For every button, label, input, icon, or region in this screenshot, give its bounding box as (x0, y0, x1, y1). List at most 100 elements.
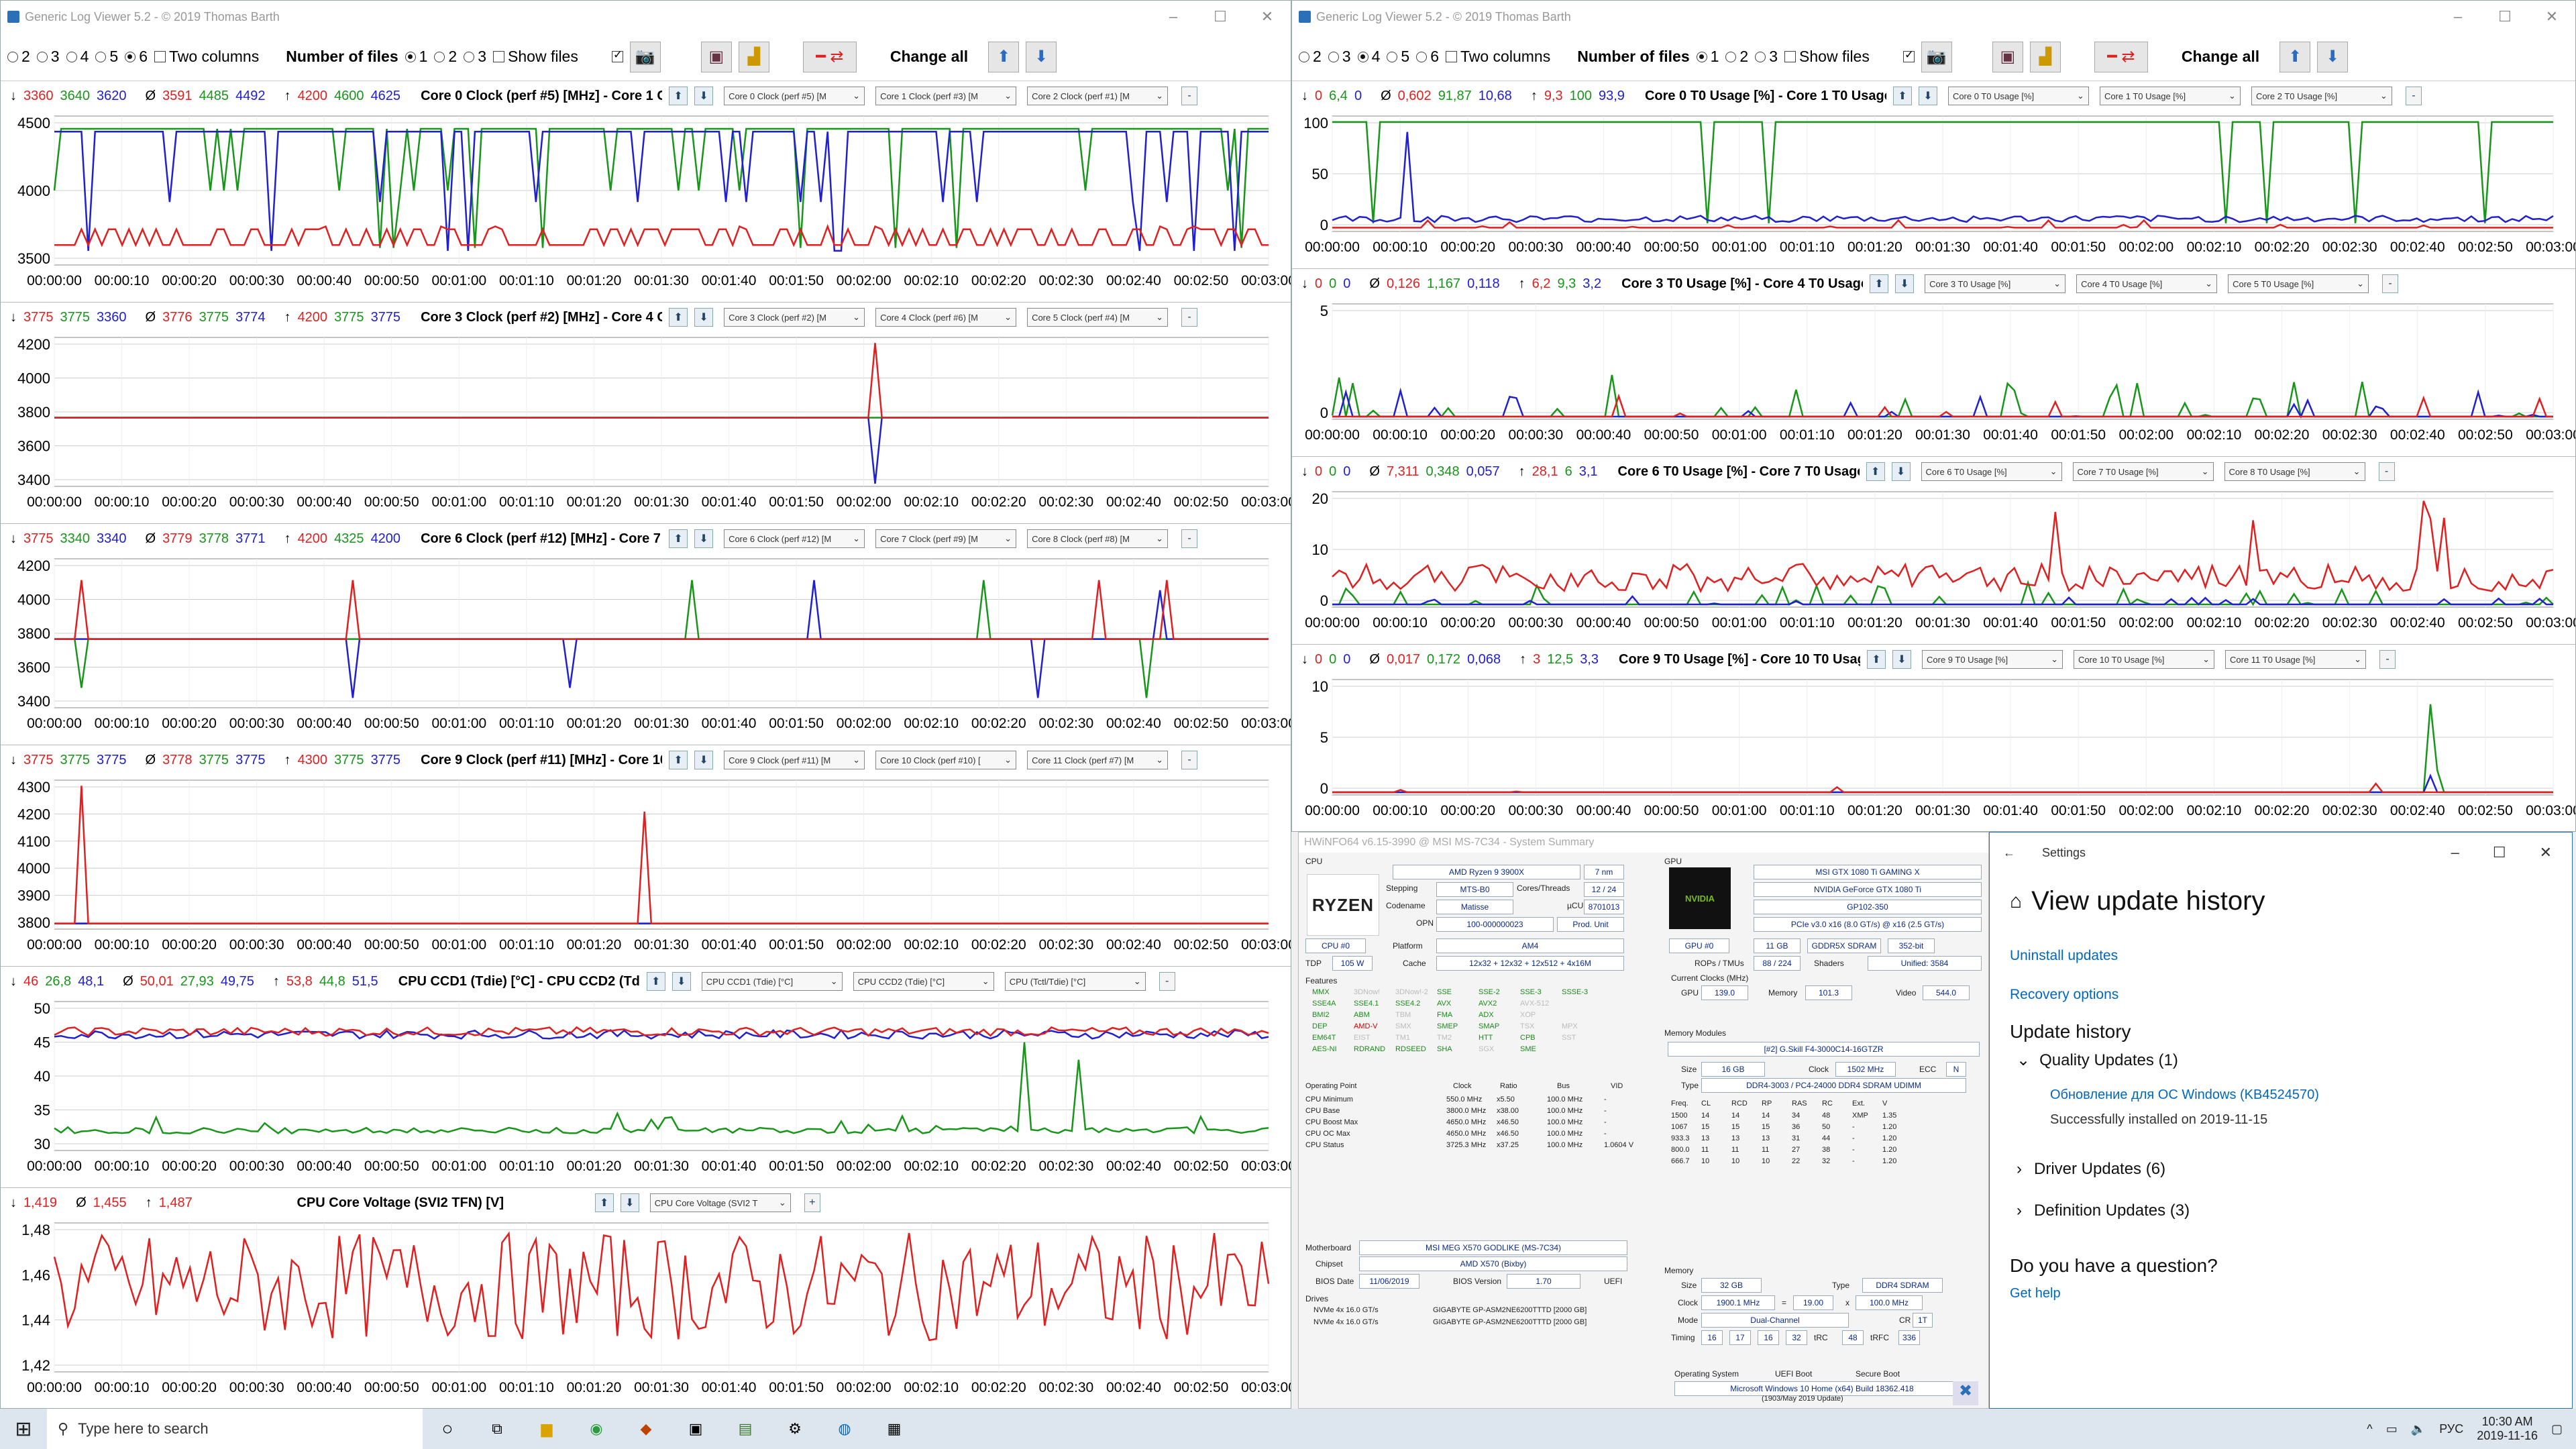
arrow-up-icon[interactable]: ⬆ (988, 41, 1020, 72)
line-color-icon[interactable]: ━ ⇄ (802, 41, 857, 72)
series-select[interactable]: Core 0 Clock (perf #5) [M ⌄ (724, 87, 865, 105)
file-count-radio[interactable]: 2 (434, 48, 457, 66)
quality-updates-group[interactable]: ⌄ Quality Updates (1) (1990, 1042, 2572, 1070)
line-color-icon[interactable]: ━ ⇄ (2094, 41, 2148, 72)
network-icon[interactable]: ▭ (2385, 1421, 2398, 1436)
uninstall-updates-link[interactable]: Uninstall updates (2010, 948, 2118, 963)
panel-toggle-button[interactable]: - (2378, 462, 2395, 481)
layout-radio[interactable]: 2 (1299, 48, 1322, 66)
gpu-tool-icon[interactable]: ▤ (738, 1420, 753, 1437)
series-select[interactable]: Core 4 T0 Usage [%] ⌄ (2076, 274, 2218, 293)
arrow-up-icon[interactable]: ⬆ (1866, 462, 1885, 481)
option-checkbox[interactable] (1902, 48, 1915, 62)
arrow-up-icon[interactable]: ⬆ (1892, 87, 1912, 105)
layout-radio[interactable]: 2 (7, 48, 30, 66)
kb-update-link[interactable]: Обновление для ОС Windows (KB4524570) (2050, 1087, 2319, 1102)
home-icon[interactable]: ⌂ (2010, 890, 2023, 912)
series-select[interactable]: Core 8 Clock (perf #8) [M ⌄ (1027, 529, 1169, 548)
series-select[interactable]: Core 1 T0 Usage [%] ⌄ (2099, 87, 2241, 105)
maximize-button[interactable]: ☐ (2498, 8, 2512, 25)
series-select[interactable]: Core 10 Clock (perf #10) [⌄ (875, 751, 1017, 769)
layout-radio[interactable]: 3 (36, 48, 60, 66)
notification-chevron-icon[interactable]: ^ (2367, 1421, 2373, 1436)
windows-start-icon[interactable]: ⊞ (15, 1417, 32, 1440)
layout-radio[interactable]: 5 (1387, 48, 1409, 66)
arrow-down-icon[interactable]: ⬇ (1026, 41, 1057, 72)
panel-toggle-button[interactable]: - (2379, 650, 2396, 669)
panel-toggle-button[interactable]: - (1181, 751, 1198, 769)
series-select[interactable]: Core 7 Clock (perf #9) [M ⌄ (875, 529, 1017, 548)
arrow-up-icon[interactable]: ⬆ (669, 751, 688, 769)
arrow-down-icon[interactable]: ⬇ (1892, 650, 1911, 669)
arrow-down-icon[interactable]: ⬇ (694, 529, 714, 548)
two-columns-checkbox[interactable]: Two columns (1445, 48, 1550, 66)
file-count-radio[interactable]: 2 (1725, 48, 1748, 66)
layout-radio[interactable]: 6 (1416, 48, 1439, 66)
option-checkbox[interactable] (611, 48, 623, 62)
arrow-up-icon[interactable]: ⬆ (1867, 650, 1886, 669)
panel-toggle-button[interactable]: - (2382, 274, 2399, 293)
panel-toggle-button[interactable]: - (1159, 972, 1175, 991)
arrow-down-icon[interactable]: ⬇ (2317, 41, 2349, 72)
ryzen-master-icon[interactable]: ◆ (640, 1420, 652, 1437)
clock[interactable]: 10:30 AM 2019-11-16 (2477, 1415, 2538, 1443)
panel-toggle-button[interactable]: + (804, 1193, 820, 1212)
panel-toggle-button[interactable]: - (1181, 529, 1198, 548)
series-select[interactable]: Core 1 Clock (perf #3) [M ⌄ (875, 87, 1017, 105)
task-view-icon[interactable]: ⧉ (492, 1420, 502, 1437)
series-select[interactable]: Core 5 T0 Usage [%] ⌄ (2228, 274, 2369, 293)
panel-toggle-button[interactable]: - (1181, 87, 1198, 105)
arrow-down-icon[interactable]: ⬇ (620, 1193, 639, 1212)
series-select[interactable]: CPU CCD2 (Tdie) [°C] ⌄ (853, 972, 994, 991)
series-select[interactable]: Core 3 Clock (perf #2) [M ⌄ (724, 308, 865, 327)
series-select[interactable]: Core 4 Clock (perf #6) [M ⌄ (875, 308, 1017, 327)
save-icon[interactable]: ▣ (700, 41, 732, 72)
close-button[interactable]: ✕ (2545, 8, 2559, 25)
series-select[interactable]: Core 10 T0 Usage [%] ⌄ (2074, 650, 2214, 669)
maximize-button[interactable]: ☐ (1214, 8, 1227, 25)
chrome-icon[interactable]: ◉ (590, 1420, 603, 1437)
settings-gear-icon[interactable]: ⚙ (788, 1420, 802, 1437)
search-box[interactable]: ⚲ Type here to search (47, 1409, 423, 1449)
arrow-down-icon[interactable]: ⬇ (672, 972, 691, 991)
chart-icon[interactable]: ▟ (2029, 41, 2061, 72)
arrow-down-icon[interactable]: ⬇ (694, 751, 714, 769)
arrow-down-icon[interactable]: ⬇ (694, 87, 714, 105)
series-select[interactable]: Core 7 T0 Usage [%] ⌄ (2072, 462, 2214, 481)
close-button[interactable]: ✕ (1260, 8, 1274, 25)
series-select[interactable]: Core 11 Clock (perf #7) [M ⌄ (1027, 751, 1169, 769)
layout-radio[interactable]: 4 (66, 48, 89, 66)
arrow-up-icon[interactable]: ⬆ (646, 972, 665, 991)
edge-icon[interactable]: ◍ (838, 1420, 851, 1437)
close-button[interactable]: ✕ (2539, 844, 2552, 861)
arrow-up-icon[interactable]: ⬆ (669, 308, 688, 327)
save-icon[interactable]: ▣ (1992, 41, 2023, 72)
series-select[interactable]: Core 2 T0 Usage [%] ⌄ (2251, 87, 2392, 105)
minimize-button[interactable]: – (2453, 8, 2463, 25)
calculator-icon[interactable]: ▦ (887, 1420, 902, 1437)
arrow-up-icon[interactable]: ⬆ (2279, 41, 2311, 72)
series-select[interactable]: CPU (Tctl/Tdie) [°C] ⌄ (1004, 972, 1146, 991)
arrow-up-icon[interactable]: ⬆ (594, 1193, 614, 1212)
series-select[interactable]: Core 5 Clock (perf #4) [M ⌄ (1027, 308, 1169, 327)
close-summary-icon[interactable]: ✖ (1953, 1381, 1978, 1405)
driver-updates-group[interactable]: › Driver Updates (6) (1990, 1128, 2572, 1179)
minimize-button[interactable]: – (2451, 844, 2459, 861)
chart-icon[interactable]: ▟ (738, 41, 769, 72)
file-explorer-icon[interactable]: ▆ (541, 1420, 553, 1437)
show-files-checkbox[interactable]: Show files (1784, 48, 1870, 66)
series-select[interactable]: Core 2 Clock (perf #1) [M ⌄ (1027, 87, 1169, 105)
series-select[interactable]: CPU Core Voltage (SVI2 T ⌄ (649, 1193, 791, 1212)
panel-toggle-button[interactable]: - (1181, 308, 1198, 327)
layout-radio[interactable]: 4 (1357, 48, 1380, 66)
notification-icon[interactable]: ▢ (2551, 1421, 2563, 1436)
screenshot-camera-icon[interactable]: 📷 (1921, 41, 1952, 72)
layout-radio[interactable]: 5 (95, 48, 118, 66)
layout-radio[interactable]: 6 (125, 48, 148, 66)
screenshot-camera-icon[interactable]: 📷 (629, 41, 661, 72)
series-select[interactable]: Core 9 Clock (perf #11) [M ⌄ (724, 751, 865, 769)
two-columns-checkbox[interactable]: Two columns (154, 48, 259, 66)
back-arrow-icon[interactable]: ← (2003, 845, 2015, 859)
series-select[interactable]: Core 8 T0 Usage [%] ⌄ (2224, 462, 2365, 481)
get-help-link[interactable]: Get help (2010, 1286, 2061, 1301)
